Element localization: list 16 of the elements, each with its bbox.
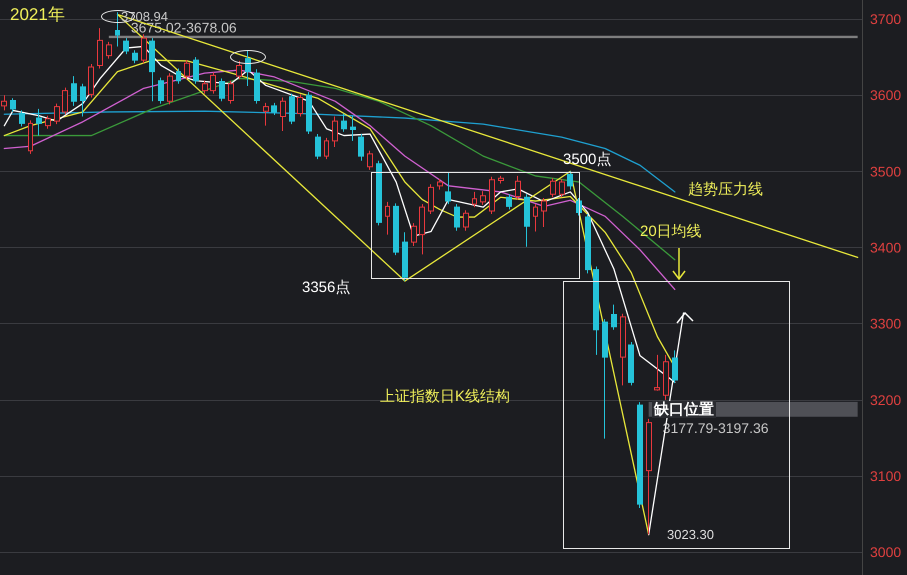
y-tick-label: 3700 <box>870 11 902 28</box>
annotation: 3500点 <box>563 151 612 168</box>
annotation: 3023.30 <box>667 527 714 542</box>
annotation: 缺口位置 <box>653 401 714 418</box>
annotation: 趋势压力线 <box>688 181 763 198</box>
y-tick-label: 3200 <box>870 392 902 408</box>
y-tick-label: 3600 <box>870 87 902 104</box>
annotation: 2021年 <box>10 5 65 24</box>
annotation: 20日均线 <box>640 223 702 240</box>
annotation: 3356点 <box>302 279 350 296</box>
y-tick-label: 3500 <box>870 163 902 180</box>
annotation: 上证指数日K线结构 <box>380 388 510 405</box>
y-tick-label: 3100 <box>870 468 902 484</box>
y-tick-label: 3400 <box>870 240 902 256</box>
y-tick-label: 3000 <box>870 544 902 560</box>
y-tick-label: 3300 <box>870 316 902 332</box>
